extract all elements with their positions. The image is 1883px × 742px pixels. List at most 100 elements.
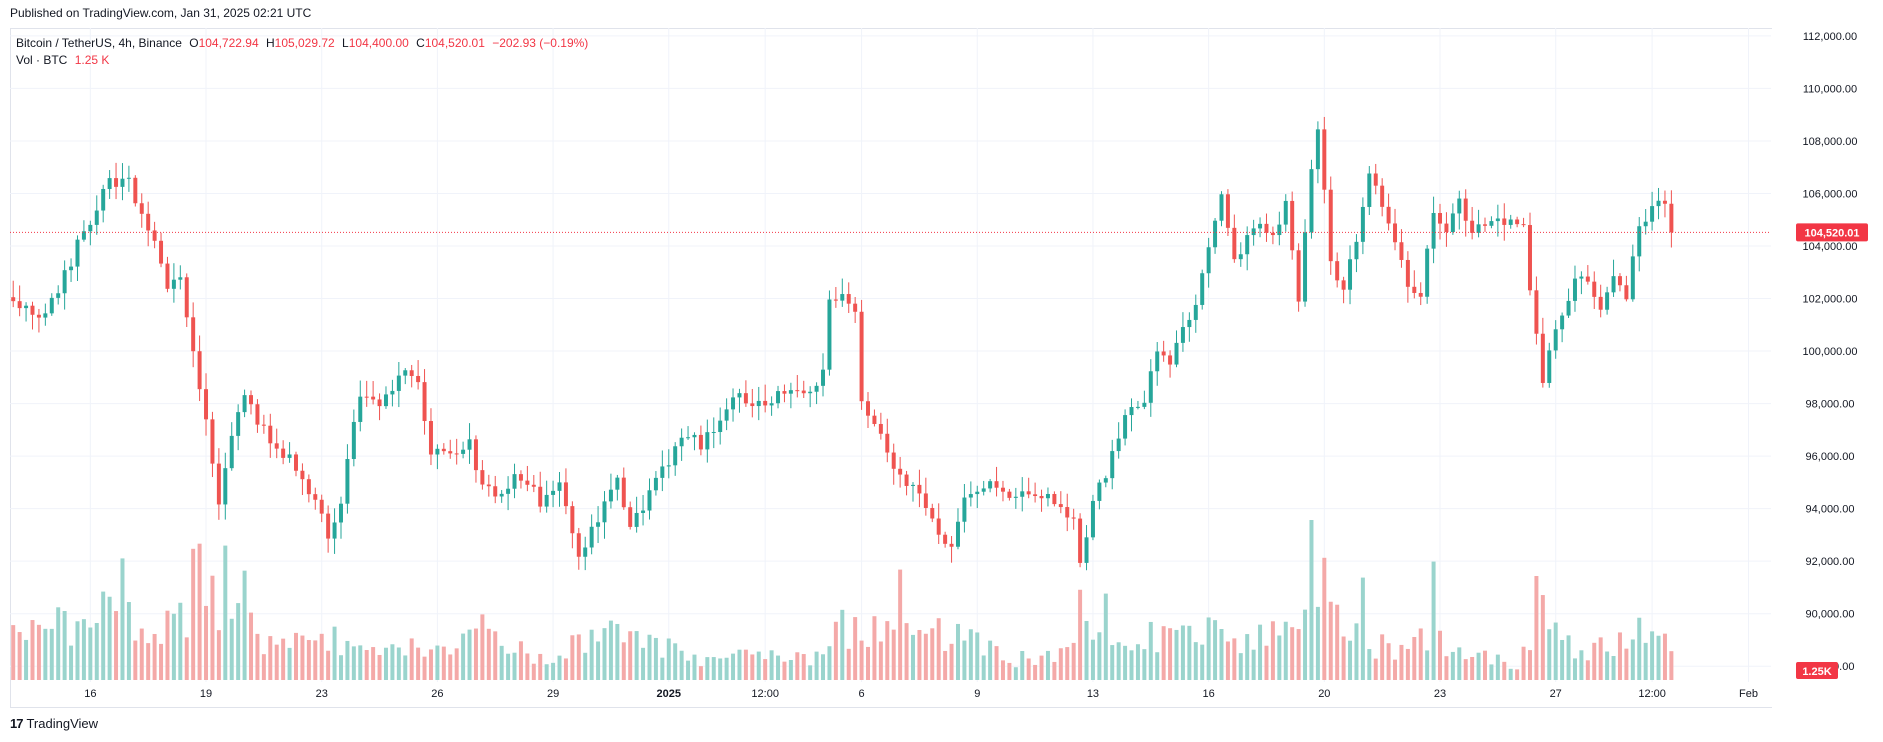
candle-body: [1585, 276, 1590, 282]
tradingview-brand: TradingView: [26, 716, 99, 731]
volume-bar: [69, 645, 74, 680]
candle-body: [1071, 517, 1076, 519]
candle-body: [1020, 491, 1025, 497]
volume-bar: [75, 621, 80, 680]
candle-body: [255, 404, 260, 425]
volume-bar: [833, 621, 838, 680]
candle-body: [313, 494, 318, 500]
volume-bar: [1508, 668, 1513, 680]
volume-bar: [943, 650, 948, 680]
candle-body: [24, 305, 29, 309]
candle-body: [1097, 482, 1102, 501]
candle-body: [1508, 219, 1513, 225]
volume-bar: [43, 628, 48, 680]
candle-body: [1335, 261, 1340, 281]
volume-bar: [1142, 649, 1147, 680]
volume-bar: [338, 655, 343, 680]
volume-bar: [801, 654, 806, 680]
candle-body: [724, 409, 729, 421]
candle-body: [1155, 351, 1160, 372]
volume-bar: [1367, 649, 1372, 680]
candle-body: [679, 437, 684, 447]
volume-bar: [1553, 622, 1558, 680]
volume-bar: [975, 632, 980, 680]
tradingview-logo[interactable]: 17 TradingView: [10, 716, 98, 731]
candle-body: [1425, 248, 1430, 297]
candle-body: [1000, 487, 1005, 492]
tradingview-mark-icon: 17: [10, 716, 24, 731]
candle-body: [538, 486, 543, 507]
volume-bar: [94, 622, 99, 680]
candle-body: [705, 432, 710, 450]
candle-body: [448, 451, 453, 454]
volume-bar: [178, 602, 183, 680]
candle-body: [1572, 278, 1577, 301]
volume-bar: [602, 628, 607, 680]
candle-body: [223, 468, 228, 505]
volume-bar: [776, 655, 781, 680]
volume-bar: [36, 624, 41, 680]
volume-bar: [422, 656, 427, 680]
candle-body: [326, 513, 331, 539]
volume-bar: [1650, 631, 1655, 680]
candle-body: [114, 178, 119, 187]
volume-bar: [1579, 650, 1584, 680]
volume-bar: [808, 665, 813, 680]
candle-body: [776, 391, 781, 404]
candle-body: [891, 452, 896, 469]
price-axis[interactable]: 88,000.0090,000.0092,000.0094,000.0096,0…: [1802, 31, 1857, 673]
time-tick-label: 29: [547, 688, 559, 700]
price-tick-label: 90,000.00: [1806, 609, 1855, 621]
candle-body: [1322, 129, 1327, 190]
candle-body: [1643, 221, 1648, 227]
candle-body: [1463, 198, 1468, 221]
symbol-label: Bitcoin / TetherUS, 4h, Binance: [16, 36, 182, 50]
time-axis[interactable]: 16 19 23 26 29 2025 12:00 6 9 13 16 20 23 27 12:00 Feb: [84, 688, 1758, 700]
volume-bar: [441, 646, 446, 680]
candle-body: [1065, 507, 1070, 518]
candle-body: [1232, 227, 1237, 260]
volume-bar: [114, 611, 119, 680]
volume-bar: [821, 654, 826, 680]
volume-bar: [1412, 636, 1417, 680]
volume-bar: [249, 612, 254, 680]
candle-body: [184, 277, 189, 318]
volume-bar: [962, 640, 967, 680]
volume-bar: [1393, 659, 1398, 680]
volume-bar: [576, 634, 581, 680]
candle-body: [943, 534, 948, 544]
candle-body: [531, 484, 536, 487]
candle-body: [1553, 329, 1558, 351]
candle-body: [383, 394, 388, 407]
candle-body: [281, 448, 286, 458]
candle-body: [435, 448, 440, 455]
candle-body: [1161, 351, 1166, 356]
candle-body: [955, 521, 960, 547]
candle-body: [152, 230, 157, 241]
time-tick-label: 26: [431, 688, 443, 700]
volume-bar: [62, 611, 67, 680]
volume-bar: [731, 653, 736, 680]
candle-body: [1033, 494, 1038, 497]
candle-body: [846, 294, 851, 304]
candle-body: [525, 480, 530, 485]
volume-bar: [1039, 655, 1044, 680]
volume-bar: [294, 632, 298, 680]
volume-bar: [11, 625, 16, 680]
volume-bar: [351, 646, 356, 680]
volume-bar: [1592, 642, 1597, 680]
time-tick-label: Feb: [1739, 688, 1758, 700]
volume-bar: [1007, 662, 1012, 680]
candle-body: [795, 390, 800, 392]
candle-body: [1624, 285, 1629, 300]
candle-body: [904, 474, 909, 486]
candle-body: [416, 375, 421, 383]
volume-bar: [814, 651, 819, 680]
candle-body: [1592, 281, 1597, 297]
volume-bar: [917, 629, 922, 680]
volume-bar: [1161, 626, 1166, 680]
price-tick-label: 96,000.00: [1806, 451, 1855, 463]
volume-bar: [1213, 620, 1218, 680]
price-tick-label: 104,000.00: [1802, 241, 1857, 253]
